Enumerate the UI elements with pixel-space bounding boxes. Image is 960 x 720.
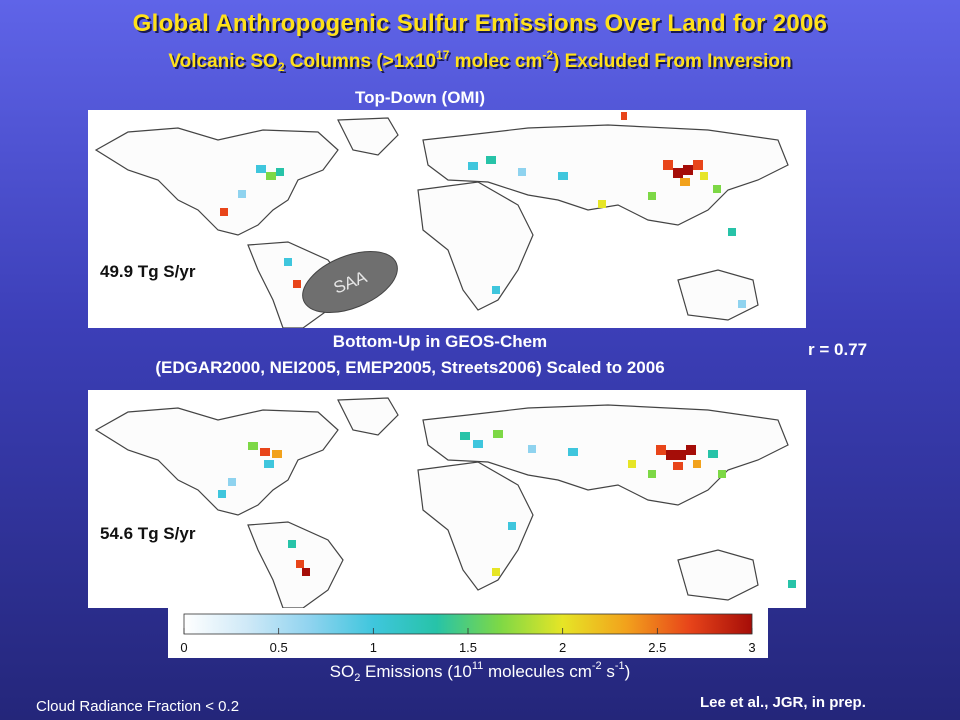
africa-outline (417, 461, 534, 591)
south-america-outline (247, 521, 344, 608)
page-title: Global Anthropogenic Sulfur Emissions Ov… (132, 10, 828, 37)
colorbar-tick-label: 3 (748, 640, 755, 655)
bottom-map-panel (88, 390, 806, 608)
saa-anomaly-marker: SAA (302, 250, 398, 314)
footnote-citation: Lee et al., JGR, in prep. (700, 694, 866, 711)
top-map-label: Top-Down (OMI) (355, 88, 485, 107)
colorbar-tick-label: 1 (370, 640, 377, 655)
colorbar-ticks: 0 0.5 1 1.5 2 2.5 3 (180, 628, 756, 655)
eurasia-outline (422, 124, 789, 226)
correlation-value: r = 0.77 (808, 340, 868, 359)
colorbar-tick-label: 2.5 (648, 640, 666, 655)
australia-outline (677, 269, 759, 321)
top-emission-cells (220, 112, 746, 308)
page-subtitle: Volcanic SO2 Columns (>1x1017 molec cm-2… (168, 48, 792, 74)
colorbar-label: SO2 Emissions (1011 molecules cm-2 s-1) (329, 660, 631, 684)
colorbar: 0 0.5 1 1.5 2 2.5 3 (168, 608, 768, 658)
bottom-map-label-line2: (EDGAR2000, NEI2005, EMEP2005, Streets20… (155, 358, 665, 377)
colorbar-tick-label: 0.5 (270, 640, 288, 655)
north-america-outline (94, 407, 339, 516)
top-map-panel: SAA (88, 110, 806, 328)
australia-outline (677, 549, 759, 601)
north-america-outline (94, 127, 339, 236)
greenland-outline (337, 397, 399, 436)
footnote-cloud-fraction: Cloud Radiance Fraction < 0.2 (36, 698, 240, 715)
eurasia-outline (422, 404, 789, 506)
bottom-map-label-line1: Bottom-Up in GEOS-Chem (332, 332, 548, 351)
colorbar-tick-label: 1.5 (459, 640, 477, 655)
colorbar-tick-label: 0 (180, 640, 187, 655)
greenland-outline (337, 117, 399, 156)
africa-outline (417, 181, 534, 311)
bottom-map-total: 54.6 Tg S/yr (100, 524, 196, 543)
bottom-emission-cells (218, 430, 796, 588)
top-map-total: 49.9 Tg S/yr (100, 262, 196, 281)
colorbar-tick-label: 2 (559, 640, 566, 655)
